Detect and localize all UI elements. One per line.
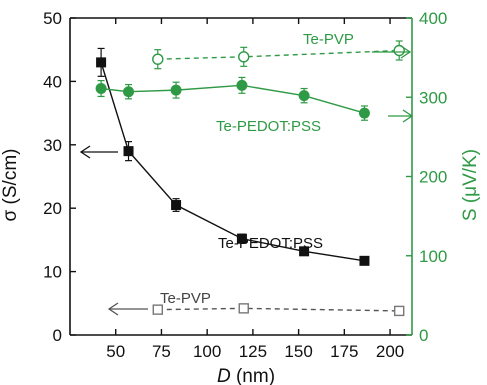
data-point xyxy=(96,57,107,68)
annotation-layer: Te-PVP Te-PEDOT:PSS Te-PEDOT:PSS Te-PVP xyxy=(79,31,414,316)
data-point xyxy=(236,79,248,91)
data-point xyxy=(359,255,370,266)
data-point xyxy=(170,84,182,96)
data-point xyxy=(393,44,405,57)
y-tick-label-left: 30 xyxy=(43,136,62,155)
data-point xyxy=(171,200,182,211)
y-axis-label-right: S (μV/K) xyxy=(460,149,481,221)
data-point xyxy=(152,304,163,315)
y-tick-label-left: 40 xyxy=(43,72,62,91)
series-line-2 xyxy=(101,84,365,114)
series-line-0 xyxy=(100,62,365,262)
arrow-te-pedotpss-left-head xyxy=(79,145,91,159)
annotation-te-pedotpss-green: Te-PEDOT:PSS xyxy=(216,118,321,135)
data-point xyxy=(298,90,310,102)
x-tick-label: 150 xyxy=(284,342,312,361)
data-point xyxy=(238,303,249,314)
y-tick-label-left: 0 xyxy=(53,326,62,345)
arrow-te-pvp-left-head xyxy=(107,302,119,316)
series-layer xyxy=(95,40,405,317)
data-point xyxy=(299,246,310,257)
y-tick-label-left: 50 xyxy=(43,9,62,28)
y-tick-label-left: 10 xyxy=(43,263,62,282)
data-point xyxy=(393,305,405,317)
y-tick-label-right: 100 xyxy=(419,247,447,266)
data-point xyxy=(95,83,107,95)
annotation-te-pvp-green: Te-PVP xyxy=(303,31,354,48)
y-axis-label-left: σ (S/cm) xyxy=(0,149,21,222)
x-tick-label: 100 xyxy=(193,342,221,361)
series-line-1 xyxy=(157,307,400,312)
annotation-te-pvp-gray: Te-PVP xyxy=(160,290,211,307)
x-axis-label-unit: (nm) xyxy=(231,366,275,385)
x-axis-label-variable: D xyxy=(217,366,231,385)
y-tick-label-left: 20 xyxy=(43,199,62,218)
x-tick-label: 125 xyxy=(239,342,267,361)
x-tick-label: 75 xyxy=(152,342,171,361)
data-point xyxy=(123,146,134,157)
arrow-te-pedotpss-right-head xyxy=(402,109,414,123)
x-tick-label: 200 xyxy=(376,342,404,361)
x-tick-label: 175 xyxy=(330,342,358,361)
y-tick-label-right: 300 xyxy=(419,88,447,107)
data-point xyxy=(123,86,135,98)
annotation-te-pedotpss-black: Te-PEDOT:PSS xyxy=(218,235,323,252)
data-point xyxy=(358,107,370,119)
data-point xyxy=(152,53,164,65)
y-tick-label-right: 200 xyxy=(419,168,447,187)
arrow-te-pvp-right-head xyxy=(400,45,412,59)
x-tick-label: 50 xyxy=(106,342,125,361)
series-line-3 xyxy=(157,49,400,60)
x-axis-label: D (nm) xyxy=(217,366,275,385)
data-point xyxy=(238,51,250,63)
y-tick-label-right: 0 xyxy=(419,326,428,345)
data-point xyxy=(236,233,247,244)
y-tick-label-right: 400 xyxy=(419,9,447,28)
axes-layer: 50 75 100 125 150 175 200 0 10 20 30 40 50 0 100 200 300… xyxy=(43,9,447,361)
